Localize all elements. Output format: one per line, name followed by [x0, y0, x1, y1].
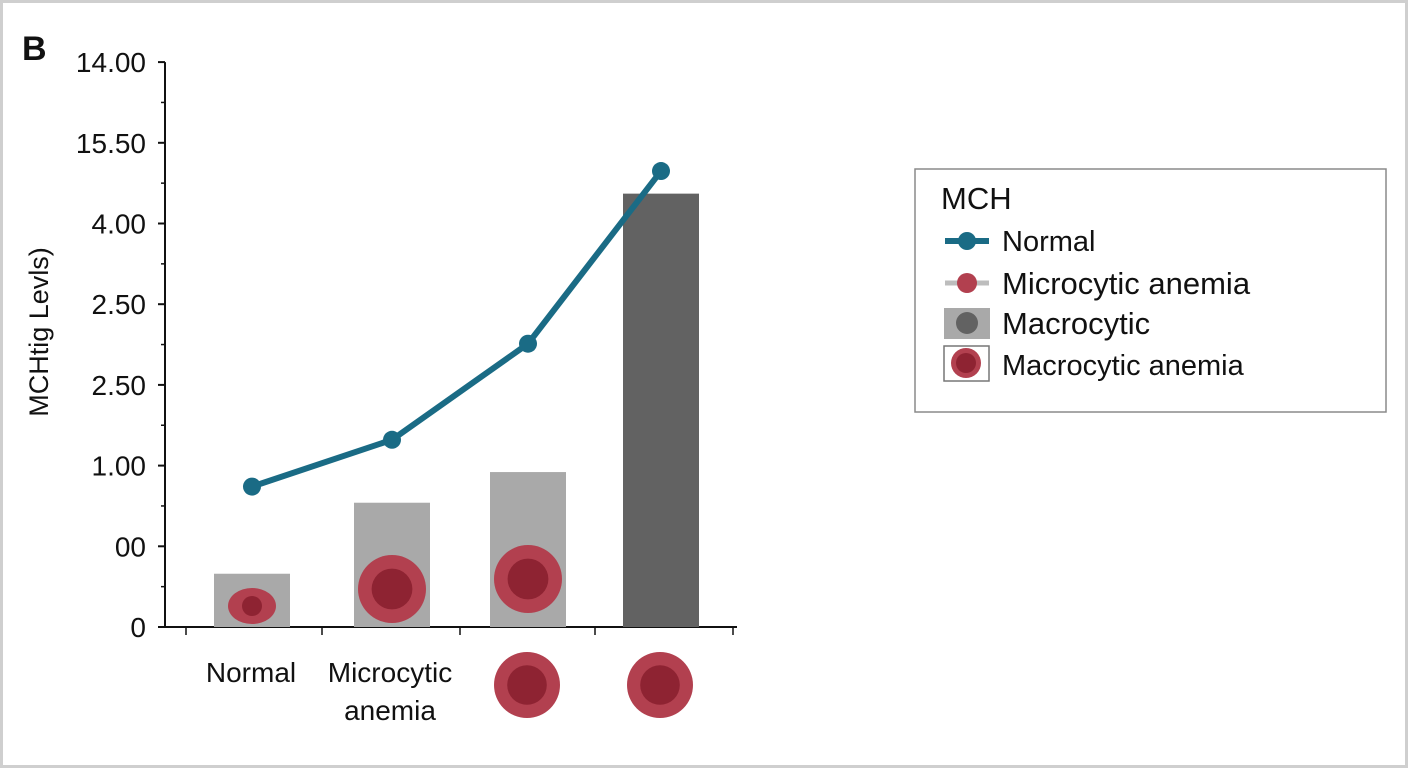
legend-box	[914, 168, 1387, 413]
legend-label: Macrocytic anemia	[1002, 350, 1245, 382]
y-tick-label: 2.50	[92, 370, 147, 401]
line-point	[383, 430, 401, 449]
line-point	[519, 334, 537, 353]
legend-label: Normal	[1002, 226, 1095, 258]
legend-label: Microcytic anemia	[1002, 266, 1251, 301]
x-category-cell-icon	[627, 652, 693, 718]
y-axis-label: MCHtig Levls)	[24, 247, 54, 417]
chart-svg: B MCHtig Levls) 0001.002.502.504.0015.50…	[22, 30, 1387, 726]
legend-dot-icon	[956, 312, 978, 334]
panel-label: B	[22, 30, 47, 68]
line-point	[652, 162, 670, 181]
y-tick-label: 1.00	[92, 451, 147, 482]
bar-cell-icon	[494, 545, 562, 613]
legend-item-macrocytic: Macrocytic	[944, 306, 1150, 341]
line-path	[251, 169, 664, 490]
legend-item-macrocytic-anemia: Macrocytic anemia	[943, 345, 1245, 382]
x-tick-labels: Normal Microcytic anemia	[206, 652, 693, 726]
legend-item-microcytic-anemia: Microcytic anemia	[945, 266, 1251, 301]
legend-dot-icon	[958, 232, 976, 250]
x-tick-label: Microcytic	[328, 657, 452, 688]
y-tick-label: 0	[130, 612, 146, 643]
x-tick-label: Normal	[206, 657, 296, 688]
line-point	[243, 477, 261, 496]
bar-cell-icon	[228, 588, 276, 624]
x-tick-label: anemia	[344, 695, 436, 726]
y-tick-label: 4.00	[92, 209, 147, 240]
legend-title: MCH	[941, 181, 1012, 216]
legend: MCH Normal Microcytic anemia Macrocytic …	[914, 168, 1387, 413]
y-tick-label: 2.50	[92, 289, 147, 320]
bars	[214, 193, 699, 628]
y-tick-label: 15.50	[76, 128, 146, 159]
y-tick-label: 00	[115, 531, 146, 562]
legend-dot-icon	[957, 273, 977, 293]
bar-cell-icon	[358, 555, 426, 623]
y-tick-label: 14.00	[76, 47, 146, 78]
bar	[623, 193, 699, 628]
legend-label: Macrocytic	[1002, 306, 1150, 341]
x-category-cell-icon	[494, 652, 560, 718]
legend-item-normal: Normal	[945, 226, 1095, 258]
line-series	[243, 162, 670, 496]
